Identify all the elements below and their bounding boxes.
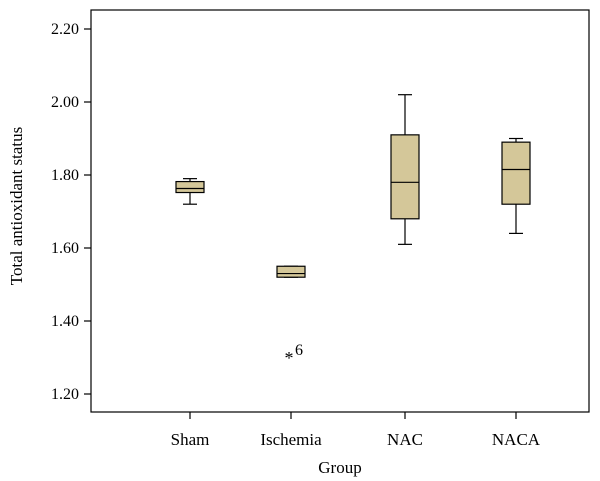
iqr-box bbox=[390, 134, 420, 220]
outliers-layer: * 6 bbox=[285, 342, 304, 368]
box-naca bbox=[501, 137, 531, 234]
iqr-box bbox=[175, 180, 205, 194]
y-tick-label: 1.80 bbox=[51, 167, 79, 184]
x-tick-label: Ischemia bbox=[260, 430, 322, 449]
box-ischemia bbox=[276, 265, 306, 278]
y-tick-label: 2.00 bbox=[51, 94, 79, 111]
outlier-label: 6 bbox=[295, 342, 303, 359]
y-tick-label: 1.20 bbox=[51, 386, 79, 403]
x-tick-label: Sham bbox=[171, 430, 210, 449]
y-axis: 1.20 1.40 1.60 1.80 2.00 2.20 bbox=[51, 21, 91, 403]
iqr-box bbox=[276, 265, 306, 278]
boxes-layer bbox=[175, 94, 531, 278]
y-tick-label: 2.20 bbox=[51, 21, 79, 38]
x-axis: Sham Ischemia NAC NACA bbox=[171, 412, 541, 449]
y-tick-label: 1.60 bbox=[51, 240, 79, 257]
x-tick-label: NAC bbox=[387, 430, 423, 449]
iqr-box bbox=[501, 141, 531, 205]
box-sham bbox=[175, 178, 205, 205]
outlier-marker: * bbox=[285, 348, 294, 368]
box-nac bbox=[390, 94, 420, 245]
y-axis-title: Total antioxidant status bbox=[7, 127, 26, 285]
x-axis-title: Group bbox=[318, 458, 361, 477]
plot-frame bbox=[90, 9, 590, 413]
y-tick-label: 1.40 bbox=[51, 313, 79, 330]
x-tick-label: NACA bbox=[492, 430, 541, 449]
